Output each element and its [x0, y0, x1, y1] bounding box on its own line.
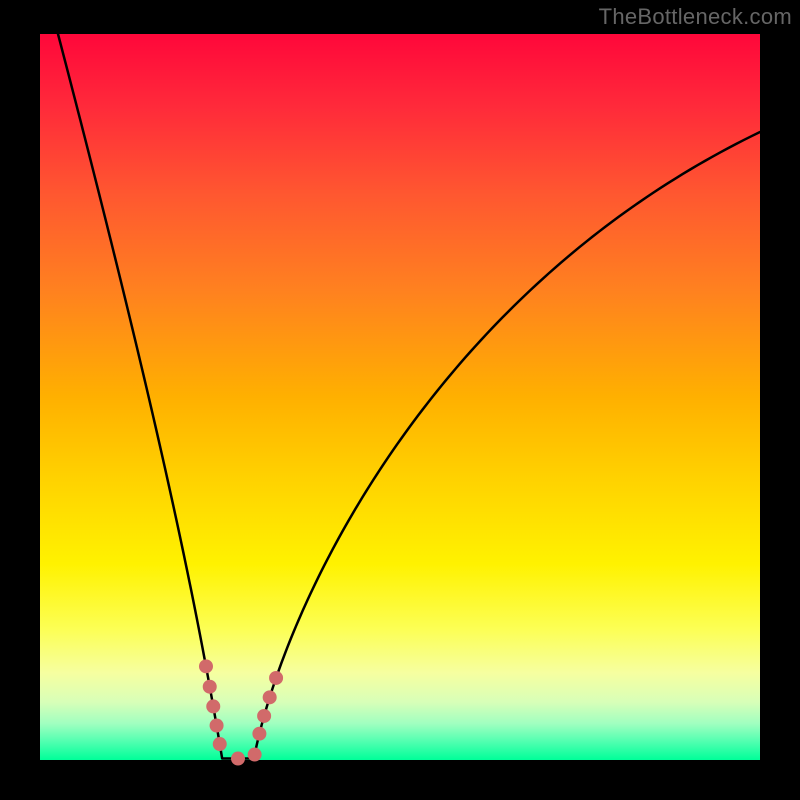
bottleneck-chart	[0, 0, 800, 800]
valley-dot	[248, 748, 262, 762]
valley-dot	[257, 709, 271, 723]
valley-dot	[199, 659, 213, 673]
chart-container: TheBottleneck.com	[0, 0, 800, 800]
valley-dot	[210, 718, 224, 732]
valley-dot	[263, 690, 277, 704]
valley-dot	[213, 737, 227, 751]
valley-dot	[269, 671, 283, 685]
valley-dot	[203, 680, 217, 694]
valley-dot	[206, 699, 220, 713]
valley-dot	[252, 727, 266, 741]
valley-dot	[231, 752, 245, 766]
watermark-text: TheBottleneck.com	[599, 4, 792, 30]
